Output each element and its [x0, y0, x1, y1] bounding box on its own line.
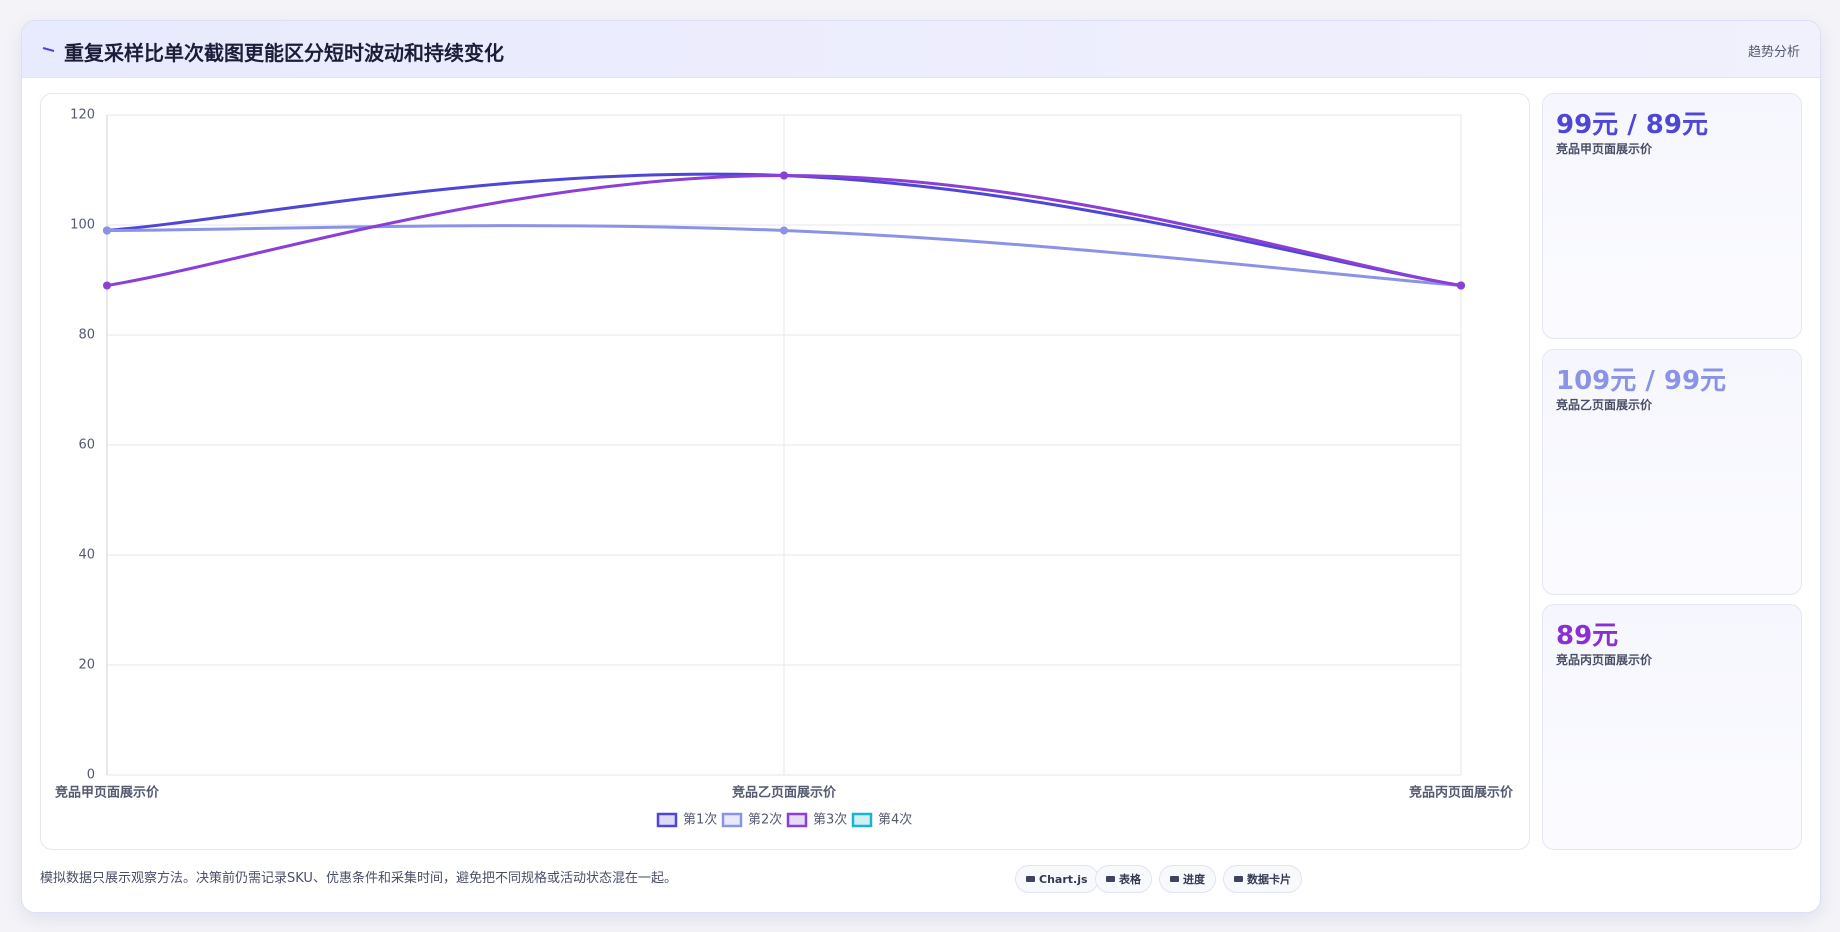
point: [103, 226, 111, 235]
point: [1457, 281, 1465, 290]
button-label: 表格: [1119, 873, 1141, 886]
stat-value: 89元: [1556, 621, 1619, 651]
legend-label: 第2次: [748, 812, 782, 828]
stat-value: 109元 / 99元: [1556, 366, 1727, 396]
y-tick-label: 120: [70, 108, 95, 123]
point: [780, 171, 788, 180]
y-tick-label: 0: [87, 768, 95, 783]
x-tick-label: 竞品乙页面展示价: [732, 785, 837, 801]
stat-label: 竞品乙页面展示价: [1556, 398, 1653, 412]
y-tick-label: 20: [78, 658, 95, 673]
button-label: 进度: [1183, 873, 1205, 886]
panel: 重复采样比单次截图更能区分短时波动和持续变化 趋势分析 99元 / 89元竞品甲…: [21, 20, 1821, 913]
y-tick-label: 80: [78, 328, 95, 343]
point: [780, 226, 788, 235]
x-tick-label: 竞品甲页面展示价: [55, 785, 160, 801]
y-tick-label: 40: [78, 548, 95, 563]
stat-card: 89元竞品丙页面展示价: [1542, 604, 1802, 850]
button[interactable]: 进度: [1159, 865, 1216, 893]
legend-label: 第1次: [683, 812, 717, 828]
legend-swatch: [851, 812, 873, 828]
y-tick-label: 60: [78, 438, 95, 453]
header: 重复采样比单次截图更能区分短时波动和持续变化 趋势分析: [22, 21, 1820, 78]
title: 重复采样比单次截图更能区分短时波动和持续变化: [64, 41, 504, 65]
button-label: Chart.js: [1039, 872, 1088, 886]
tag: 趋势分析: [1747, 45, 1800, 60]
button[interactable]: 数据卡片: [1223, 865, 1302, 893]
legend-swatch: [786, 812, 808, 828]
point: [103, 281, 111, 290]
x-tick-label: 竞品丙页面展示价: [1409, 785, 1514, 801]
y-tick-label: 100: [70, 218, 95, 233]
footnote: 模拟数据只展示观察方法。决策前仍需记录SKU、优惠条件和采集时间，避免把不同规格…: [40, 871, 677, 886]
button[interactable]: 表格: [1095, 865, 1152, 893]
legend-label: 第4次: [878, 812, 912, 828]
stat-card: 109元 / 99元竞品乙页面展示价: [1542, 349, 1802, 595]
stat-label: 竞品甲页面展示价: [1556, 142, 1653, 156]
chart-card: [40, 93, 1530, 850]
header-icon: [42, 47, 55, 52]
stat-label: 竞品丙页面展示价: [1556, 653, 1653, 667]
stat-card: 99元 / 89元竞品甲页面展示价: [1542, 93, 1802, 339]
legend-swatch: [656, 812, 678, 828]
legend-swatch: [721, 812, 743, 828]
button[interactable]: Chart.js: [1015, 865, 1099, 893]
stat-value: 99元 / 89元: [1556, 110, 1708, 140]
legend-label: 第3次: [813, 812, 847, 828]
button-label: 数据卡片: [1247, 873, 1291, 886]
